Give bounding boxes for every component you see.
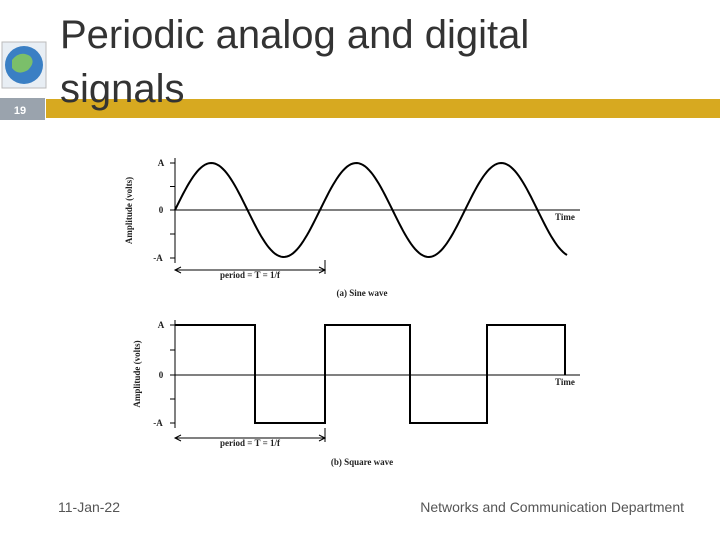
label-bottom: -A [153,418,163,428]
period-label: period = T = 1/f [220,438,281,448]
x-label: Time [555,377,575,387]
slide-number: 19 [14,105,26,117]
footer-date: 11-Jan-22 [58,499,120,515]
footer-department: Networks and Communication Department [420,499,684,515]
slide-number-box [0,98,45,120]
caption: (a) Sine wave [337,288,388,298]
label-zero: 0 [159,370,164,380]
label-top: A [158,320,165,330]
label-bottom: -A [153,253,163,263]
x-label: Time [555,212,575,222]
signal [175,324,566,424]
square-figure: A 0 -A Time Amplitude (volts) period = T = 1/… [132,320,580,467]
label-zero: 0 [159,205,164,215]
caption: (b) Square wave [331,457,393,467]
logo [1,41,47,89]
y-label: Amplitude (volts) [124,177,134,244]
signal [174,161,568,259]
slide-title: Periodic analog and digital signals [60,13,529,111]
period-label: period = T = 1/f [220,270,281,280]
sine-figure: A 0 -A Time Amplitude (volts) period = T = 1/… [124,158,580,298]
title-bar [46,99,720,118]
label-top: A [158,158,165,168]
y-label: Amplitude (volts) [132,340,142,407]
